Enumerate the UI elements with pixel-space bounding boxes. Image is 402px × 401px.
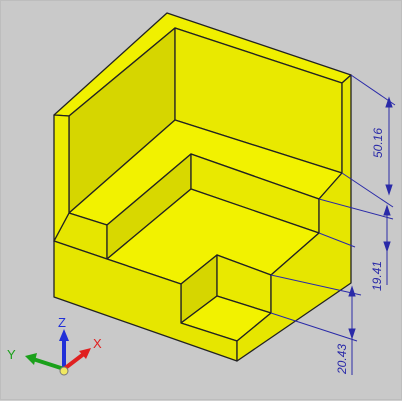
arrowhead [385, 96, 393, 108]
arrowhead [383, 204, 391, 216]
arrowhead [383, 241, 391, 253]
dimension-annotations[interactable] [270, 74, 396, 375]
dimension-label-mid[interactable]: 19.41 [370, 261, 384, 291]
extension-line [318, 232, 356, 248]
arrowhead [348, 285, 356, 297]
dimension-label-top[interactable]: 50.16 [371, 128, 385, 158]
part-face [53, 114, 70, 242]
axis-triad [25, 329, 91, 376]
y-axis-label: Y [7, 347, 16, 362]
extension-line [318, 198, 394, 220]
dimension-label-bottom[interactable]: 20.43 [335, 344, 349, 375]
part-face [53, 240, 238, 362]
x-axis-arrow [79, 348, 91, 359]
y-axis-line [32, 357, 65, 371]
z-axis-label: Z [58, 315, 66, 330]
extension-line [270, 312, 358, 342]
extension-line [270, 274, 362, 296]
y-axis-arrow [25, 353, 37, 365]
arrowhead [348, 328, 356, 340]
arrowhead [385, 184, 393, 196]
x-axis-line [62, 351, 87, 371]
stepped-block-part[interactable] [53, 12, 352, 362]
origin-marker [59, 366, 69, 376]
z-axis-arrow [59, 329, 69, 341]
x-axis-label: X [93, 336, 102, 351]
extension-line [341, 172, 394, 208]
extension-line [350, 74, 396, 106]
